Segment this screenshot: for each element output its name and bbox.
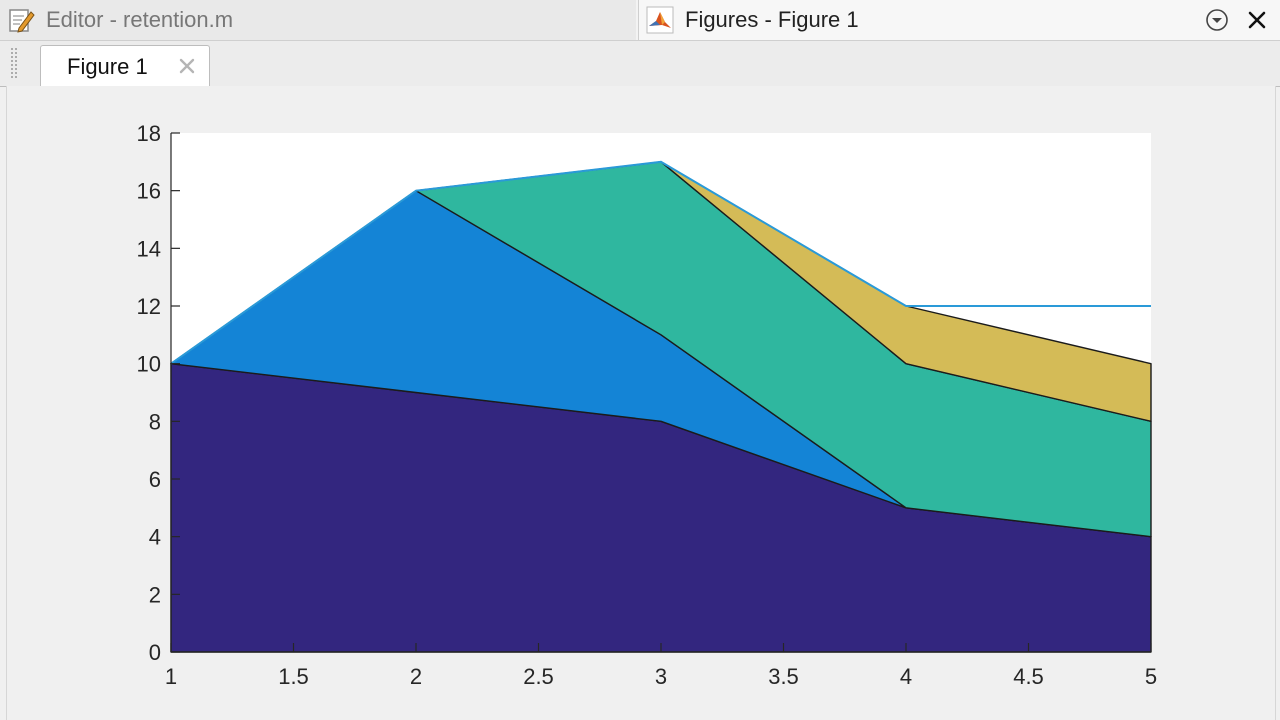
editor-document-tab[interactable]: Editor - retention.m <box>0 0 636 40</box>
y-tick-label: 4 <box>149 525 161 550</box>
y-tick-label: 14 <box>137 236 161 261</box>
close-icon[interactable] <box>1244 7 1270 33</box>
x-tick-label: 2.5 <box>523 664 554 689</box>
y-tick-label: 6 <box>149 467 161 492</box>
y-tick-label: 8 <box>149 409 161 434</box>
y-tick-label: 10 <box>137 352 161 377</box>
figure-panel: 0 2 4 6 8 10 12 14 16 18 1 1.5 2 2.5 3 3.5 4 4.5 5 <box>6 86 1276 720</box>
figure-tab-strip: Figure 1 <box>0 41 1280 87</box>
y-tick-label: 2 <box>149 582 161 607</box>
total-outline-line <box>170 160 1151 365</box>
drag-grip-handle[interactable] <box>10 47 18 79</box>
dropdown-icon[interactable] <box>1204 7 1230 33</box>
figure-tab-label: Figure 1 <box>67 53 148 79</box>
x-tick-label: 3 <box>655 664 667 689</box>
x-tick-label: 3.5 <box>768 664 799 689</box>
figures-document-tab[interactable]: Figures - Figure 1 <box>638 0 1280 40</box>
editor-tab-label: Editor - retention.m <box>46 7 234 32</box>
y-tick-label: 16 <box>137 179 161 204</box>
matlab-logo-icon <box>645 5 675 35</box>
x-tick-label: 4 <box>900 664 912 689</box>
tab-figure-1[interactable]: Figure 1 <box>40 45 210 87</box>
y-tick-label: 0 <box>149 640 161 665</box>
area-chart: 0 2 4 6 8 10 12 14 16 18 1 1.5 2 2.5 3 3.5 4 4.5 5 <box>137 121 1158 689</box>
window-title-bar: Editor - retention.m Figures - Figure 1 <box>0 0 1280 41</box>
y-tick-label: 18 <box>137 121 161 146</box>
tab-close-icon[interactable] <box>175 54 199 78</box>
x-tick-label: 1.5 <box>278 664 309 689</box>
x-tick-label: 2 <box>410 664 422 689</box>
x-tick-label: 4.5 <box>1013 664 1044 689</box>
figures-tab-label: Figures - Figure 1 <box>685 7 859 32</box>
pencil-doc-icon <box>6 5 36 35</box>
y-tick-label: 12 <box>137 294 161 319</box>
x-tick-label: 1 <box>165 664 177 689</box>
x-tick-label: 5 <box>1145 664 1157 689</box>
